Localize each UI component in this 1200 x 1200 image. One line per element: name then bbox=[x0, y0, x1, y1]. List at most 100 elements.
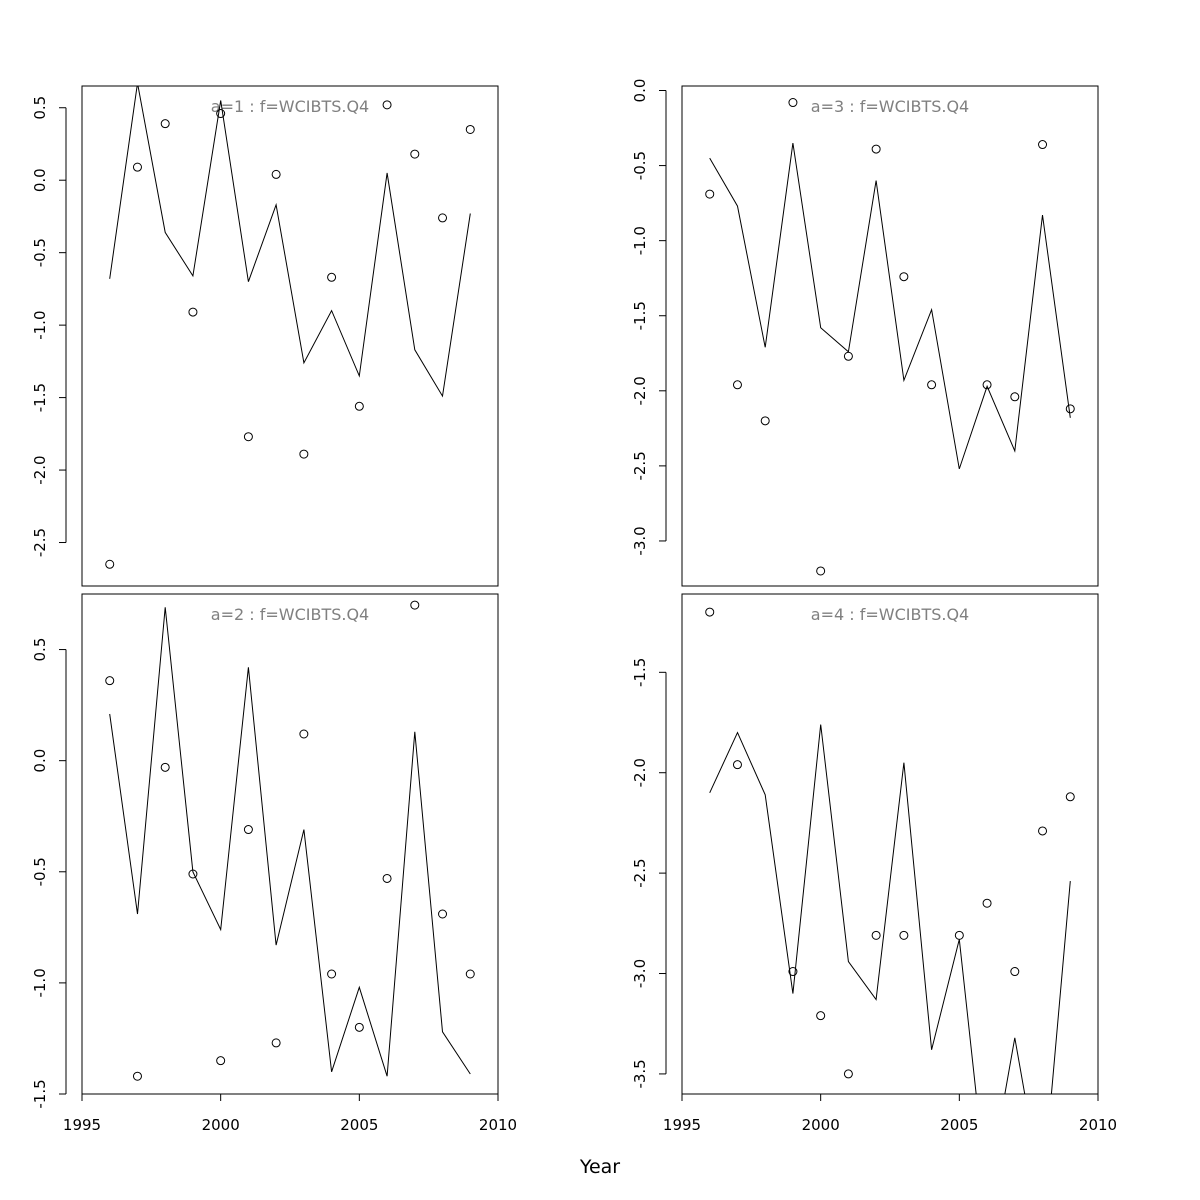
data-point bbox=[243, 825, 253, 835]
series-line bbox=[709, 143, 1071, 470]
y-tick-label: -1.0 bbox=[631, 226, 649, 255]
data-point bbox=[1038, 826, 1048, 836]
data-point bbox=[816, 566, 826, 576]
x-axis: 1995 2000 2005 2010 bbox=[63, 1093, 517, 1134]
panel-title: a=1 : f=WCIBTS.Q4 bbox=[211, 97, 369, 116]
series-line bbox=[109, 86, 471, 398]
panel-title: a=4 : f=WCIBTS.Q4 bbox=[811, 605, 969, 624]
data-point bbox=[982, 898, 992, 908]
y-axis: 0.0 -0.5 -1.0 -1.5 -2.0 -2.5 -3.0 bbox=[631, 79, 667, 556]
y-tick-label: -1.0 bbox=[31, 968, 49, 997]
y-tick-label: -2.0 bbox=[631, 376, 649, 405]
data-point bbox=[243, 432, 253, 442]
y-tick-label: -0.5 bbox=[31, 857, 49, 886]
data-point bbox=[188, 869, 198, 879]
data-point bbox=[465, 124, 475, 134]
plot-frame bbox=[81, 593, 499, 1095]
data-point bbox=[410, 149, 420, 159]
y-tick-label: -2.5 bbox=[631, 451, 649, 480]
data-point bbox=[160, 119, 170, 129]
data-point bbox=[327, 969, 337, 979]
y-tick-label: -3.0 bbox=[631, 526, 649, 555]
y-tick-label: 0.5 bbox=[31, 638, 49, 662]
x-axis: 1995 2000 2005 2010 bbox=[663, 1093, 1117, 1134]
data-point bbox=[160, 762, 170, 772]
y-tick-label: -3.0 bbox=[631, 959, 649, 988]
y-tick-label: -2.5 bbox=[31, 528, 49, 557]
data-point bbox=[843, 351, 853, 361]
series-line bbox=[109, 607, 471, 1077]
x-tick-label: 2010 bbox=[1079, 1116, 1117, 1134]
panel-4: a=4 : f=WCIBTS.Q4 -1.5 -2.0 -2.5 -3.0 -3.5 199… bbox=[631, 593, 1117, 1134]
y-axis: 0.5 0.0 -0.5 -1.0 -1.5 bbox=[31, 638, 67, 1109]
panel-3: a=2 : f=WCIBTS.Q4 0.5 0.0 -0.5 -1.0 -1.5 1995 2… bbox=[31, 593, 517, 1134]
x-tick-label: 2005 bbox=[940, 1116, 978, 1134]
data-point bbox=[871, 144, 881, 154]
data-point bbox=[1010, 392, 1020, 402]
y-tick-label: -1.0 bbox=[31, 310, 49, 339]
data-point bbox=[982, 380, 992, 390]
data-point bbox=[732, 380, 742, 390]
x-axis-label: Year bbox=[579, 1156, 620, 1178]
panel-2: a=3 : f=WCIBTS.Q4 0.0 -0.5 -1.0 -1.5 -2.0 -2.5… bbox=[631, 79, 1099, 587]
data-point bbox=[105, 676, 115, 686]
data-point bbox=[1065, 404, 1075, 414]
data-point bbox=[216, 109, 226, 119]
data-point bbox=[927, 380, 937, 390]
y-tick-label: -1.5 bbox=[631, 301, 649, 330]
data-point bbox=[816, 1011, 826, 1021]
data-point bbox=[954, 930, 964, 940]
x-tick-label: 1995 bbox=[63, 1116, 101, 1134]
y-tick-label: -1.5 bbox=[31, 383, 49, 412]
x-tick-label: 2000 bbox=[802, 1116, 840, 1134]
data-point bbox=[788, 98, 798, 108]
data-point bbox=[788, 967, 798, 977]
data-point bbox=[760, 416, 770, 426]
y-tick-label: -0.5 bbox=[631, 151, 649, 180]
y-axis: 0.5 0.0 -0.5 -1.0 -1.5 -2.0 -2.5 bbox=[31, 96, 67, 557]
y-tick-label: -2.0 bbox=[631, 758, 649, 787]
data-point bbox=[354, 1022, 364, 1032]
data-point bbox=[382, 873, 392, 883]
y-axis: -1.5 -2.0 -2.5 -3.0 -3.5 bbox=[631, 658, 667, 1089]
data-point bbox=[438, 909, 448, 919]
data-point bbox=[132, 1071, 142, 1081]
data-point bbox=[1065, 792, 1075, 802]
data-point bbox=[732, 760, 742, 770]
y-tick-label: -0.5 bbox=[31, 238, 49, 267]
panel-title: a=2 : f=WCIBTS.Q4 bbox=[211, 605, 369, 624]
data-point bbox=[132, 162, 142, 172]
y-tick-label: 0.0 bbox=[31, 749, 49, 773]
data-point bbox=[105, 559, 115, 569]
y-tick-label: -2.5 bbox=[631, 858, 649, 887]
data-point bbox=[354, 401, 364, 411]
y-tick-label: -2.0 bbox=[31, 455, 49, 484]
data-point bbox=[382, 100, 392, 110]
data-point bbox=[327, 272, 337, 282]
panel-title: a=3 : f=WCIBTS.Q4 bbox=[811, 97, 969, 116]
plot-frame bbox=[81, 85, 499, 587]
data-point bbox=[465, 969, 475, 979]
data-point bbox=[899, 930, 909, 940]
y-tick-label: -1.5 bbox=[631, 658, 649, 687]
plot-frame bbox=[681, 593, 1099, 1095]
panel-1: a=1 : f=WCIBTS.Q4 0.5 0.0 -0.5 -1.0 -1.5 -2.0 -… bbox=[31, 85, 499, 587]
x-tick-label: 2000 bbox=[202, 1116, 240, 1134]
data-point bbox=[271, 1038, 281, 1048]
y-tick-label: 0.5 bbox=[31, 96, 49, 120]
data-point bbox=[843, 1069, 853, 1079]
data-point bbox=[299, 449, 309, 459]
data-point bbox=[410, 600, 420, 610]
y-tick-label: -1.5 bbox=[31, 1079, 49, 1108]
data-point bbox=[1038, 140, 1048, 150]
plot-frame bbox=[681, 85, 1099, 587]
data-point bbox=[899, 272, 909, 282]
y-tick-label: 0.0 bbox=[631, 79, 649, 103]
y-tick-label: -3.5 bbox=[631, 1059, 649, 1088]
x-tick-label: 1995 bbox=[663, 1116, 701, 1134]
data-point bbox=[216, 1056, 226, 1066]
series-line bbox=[709, 724, 1071, 1094]
data-point bbox=[871, 930, 881, 940]
x-tick-label: 2005 bbox=[340, 1116, 378, 1134]
